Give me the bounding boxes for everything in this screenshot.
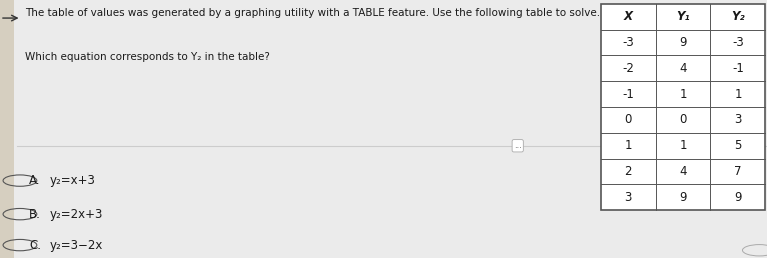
Text: -1: -1 — [622, 88, 634, 101]
Text: y₂=2x+3: y₂=2x+3 — [50, 208, 104, 221]
Text: -2: -2 — [622, 62, 634, 75]
Text: Y₂: Y₂ — [731, 10, 745, 23]
Text: B.: B. — [29, 208, 41, 221]
Text: 9: 9 — [680, 191, 686, 204]
Text: 1: 1 — [680, 88, 686, 101]
Text: 5: 5 — [734, 139, 742, 152]
Text: 1: 1 — [734, 88, 742, 101]
Text: 0: 0 — [624, 114, 632, 126]
Text: 0: 0 — [680, 114, 686, 126]
Text: 1: 1 — [624, 139, 632, 152]
Text: 9: 9 — [734, 191, 742, 204]
Text: The table of values was generated by a graphing utility with a TABLE feature. Us: The table of values was generated by a g… — [25, 8, 601, 18]
Text: 1: 1 — [680, 139, 686, 152]
Text: C.: C. — [29, 239, 41, 252]
Text: Which equation corresponds to Y₂ in the table?: Which equation corresponds to Y₂ in the … — [25, 52, 270, 62]
Text: -3: -3 — [732, 36, 744, 49]
Text: 3: 3 — [734, 114, 742, 126]
Text: 9: 9 — [680, 36, 686, 49]
Text: X: X — [624, 10, 633, 23]
Text: A.: A. — [29, 174, 41, 187]
Text: 4: 4 — [680, 62, 686, 75]
Text: y₂=3−2x: y₂=3−2x — [50, 239, 104, 252]
Text: -3: -3 — [622, 36, 634, 49]
Text: y₂=x+3: y₂=x+3 — [50, 174, 96, 187]
Bar — [0, 0, 14, 258]
Text: Y₁: Y₁ — [676, 10, 690, 23]
Text: -1: -1 — [732, 62, 744, 75]
Text: ...: ... — [514, 141, 522, 150]
Text: 3: 3 — [624, 191, 632, 204]
Text: 7: 7 — [734, 165, 742, 178]
Text: 2: 2 — [624, 165, 632, 178]
Bar — [601, 4, 765, 210]
Bar — [601, 4, 765, 210]
Text: 4: 4 — [680, 165, 686, 178]
